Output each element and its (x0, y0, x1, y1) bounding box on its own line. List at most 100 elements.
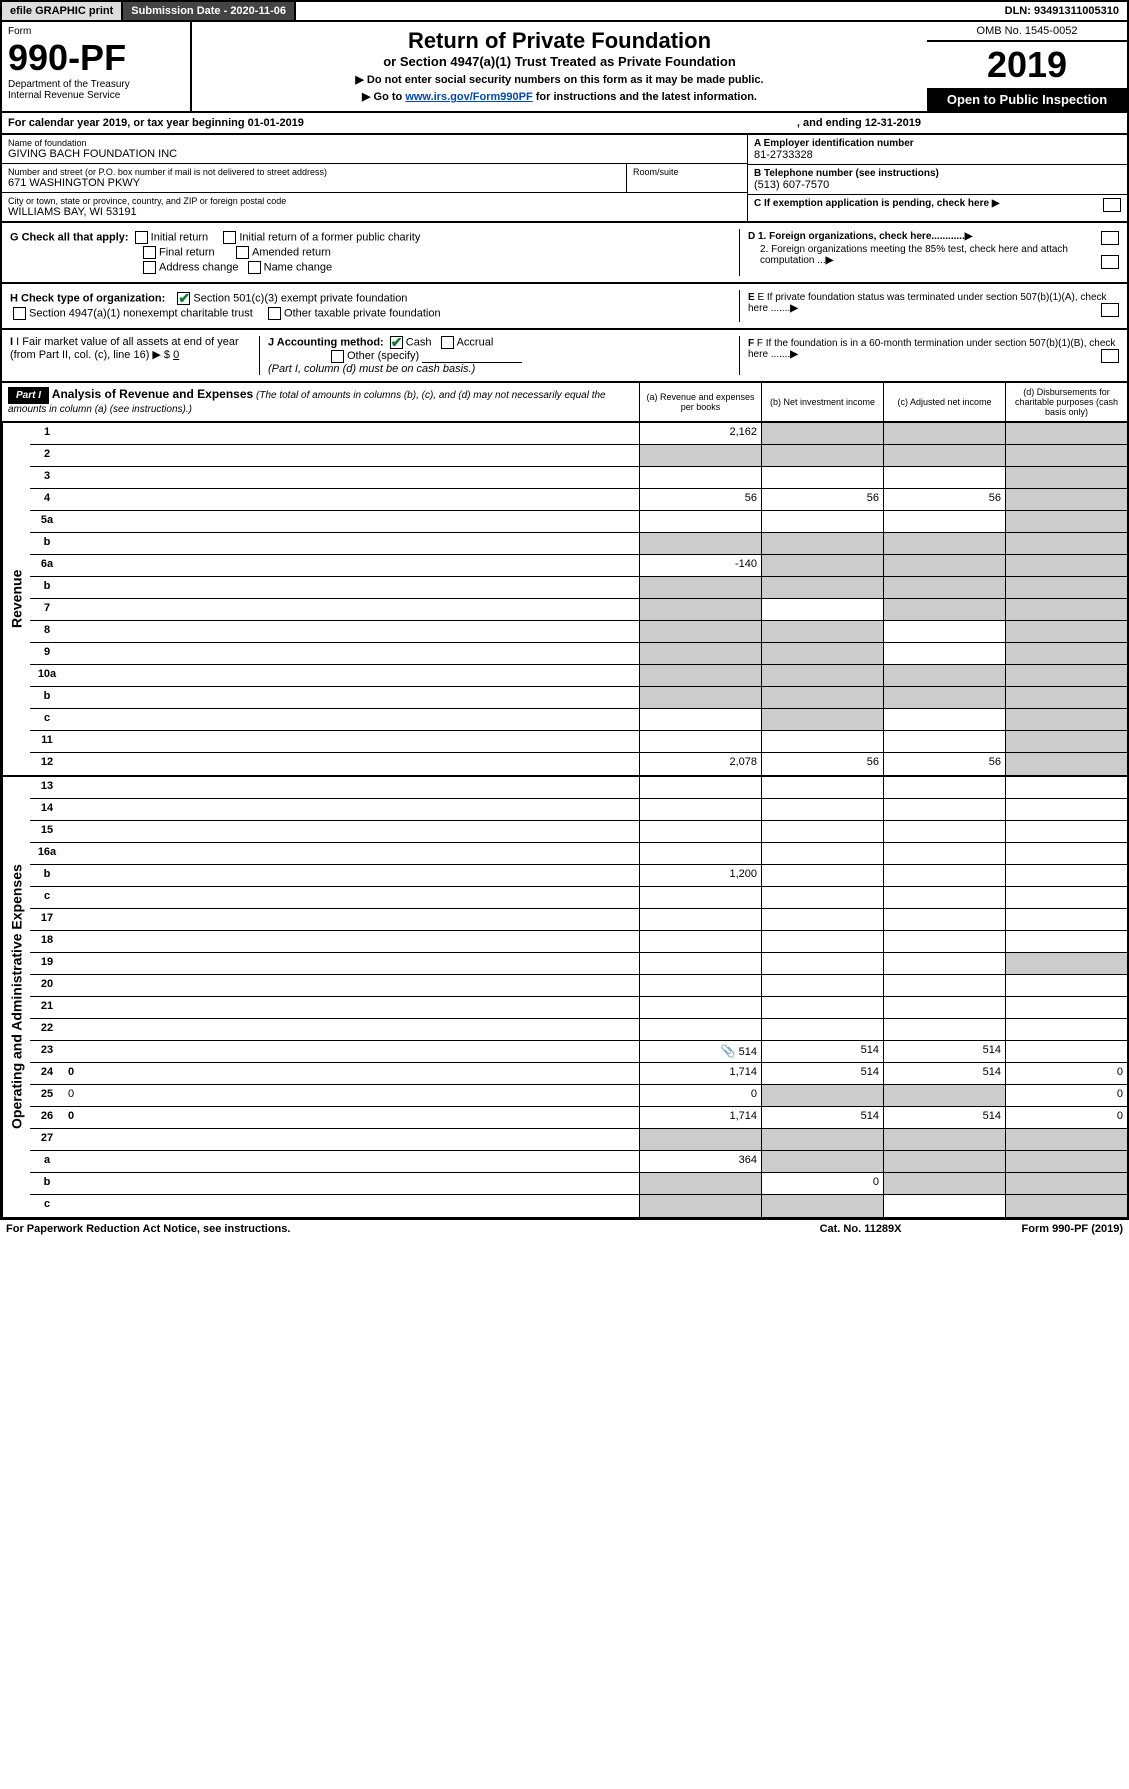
60month-cb[interactable] (1101, 349, 1119, 363)
cell-a (639, 953, 761, 974)
line-description (64, 423, 639, 444)
header-note2: ▶ Go to www.irs.gov/Form990PF for instru… (202, 90, 917, 103)
table-row: 2601,7145145140 (30, 1107, 1127, 1129)
name-change-cb[interactable] (248, 261, 261, 274)
cell-d (1005, 953, 1127, 974)
form-label: Form (8, 26, 184, 37)
cell-b (761, 643, 883, 664)
line-number: b (30, 687, 64, 708)
cell-a (639, 799, 761, 820)
cash-cb[interactable] (390, 336, 403, 349)
501c3-cb[interactable] (177, 292, 190, 305)
line-number: 5a (30, 511, 64, 532)
cell-c (883, 997, 1005, 1018)
line-number: c (30, 887, 64, 908)
cell-c (883, 975, 1005, 996)
line-number: c (30, 1195, 64, 1217)
cell-c (883, 931, 1005, 952)
cell-a: 2,162 (639, 423, 761, 444)
other-taxable-cb[interactable] (268, 307, 281, 320)
entity-info: Name of foundation GIVING BACH FOUNDATIO… (0, 135, 1129, 223)
line-number: 2 (30, 445, 64, 466)
cell-c (883, 799, 1005, 820)
irs-link[interactable]: www.irs.gov/Form990PF (405, 91, 532, 103)
table-row: 122,0785656 (30, 753, 1127, 775)
cell-b: 514 (761, 1063, 883, 1084)
cell-d (1005, 1129, 1127, 1150)
line-description (64, 489, 639, 510)
line-number: 14 (30, 799, 64, 820)
line-description (64, 1019, 639, 1040)
line-number: b (30, 533, 64, 554)
cell-c (883, 821, 1005, 842)
paperwork-notice: For Paperwork Reduction Act Notice, see … (6, 1223, 290, 1235)
cell-b (761, 621, 883, 642)
check-section-ij: I I Fair market value of all assets at e… (0, 330, 1129, 383)
cell-d (1005, 843, 1127, 864)
cell-c (883, 1129, 1005, 1150)
address-change-cb[interactable] (143, 261, 156, 274)
cell-c: 56 (883, 753, 1005, 775)
form-number: 990-PF (8, 37, 184, 79)
other-method-cb[interactable] (331, 350, 344, 363)
cell-a (639, 997, 761, 1018)
initial-former-cb[interactable] (223, 231, 236, 244)
attachment-icon[interactable]: 📎 (721, 1044, 736, 1058)
cell-a (639, 511, 761, 532)
line-number: 8 (30, 621, 64, 642)
initial-return-cb[interactable] (135, 231, 148, 244)
cell-d (1005, 1151, 1127, 1172)
catalog-number: Cat. No. 11289X (820, 1223, 902, 1235)
cell-c: 514 (883, 1041, 1005, 1062)
cell-d (1005, 753, 1127, 775)
line-number: 26 (30, 1107, 64, 1128)
exemption-pending-label: C If exemption application is pending, c… (754, 198, 989, 209)
table-row: 8 (30, 621, 1127, 643)
col-a-header: (a) Revenue and expenses per books (639, 383, 761, 421)
line-description (64, 887, 639, 908)
cell-d (1005, 643, 1127, 664)
efile-print-button[interactable]: efile GRAPHIC print (2, 2, 123, 20)
line-number: 16a (30, 843, 64, 864)
line-number: 12 (30, 753, 64, 775)
cell-c (883, 709, 1005, 730)
cell-c (883, 1019, 1005, 1040)
cell-d: 0 (1005, 1063, 1127, 1084)
final-return-cb[interactable] (143, 246, 156, 259)
cell-b (761, 821, 883, 842)
calendar-year-row: For calendar year 2019, or tax year begi… (0, 113, 1129, 135)
name-label: Name of foundation (8, 138, 741, 148)
cell-c (883, 1173, 1005, 1194)
col-d-header: (d) Disbursements for charitable purpose… (1005, 383, 1127, 421)
cell-a (639, 1019, 761, 1040)
line-description (64, 1041, 639, 1062)
cell-c (883, 511, 1005, 532)
line-description (64, 1129, 639, 1150)
status-terminated-cb[interactable] (1101, 303, 1119, 317)
ein: 81-2733328 (754, 149, 1121, 161)
cell-d (1005, 467, 1127, 488)
cell-b (761, 599, 883, 620)
cell-b (761, 1085, 883, 1106)
foreign-85-cb[interactable] (1101, 255, 1119, 269)
cell-b (761, 843, 883, 864)
table-row: c (30, 887, 1127, 909)
cell-a: -140 (639, 555, 761, 576)
foreign-org-cb[interactable] (1101, 231, 1119, 245)
room-suite-label: Room/suite (627, 164, 747, 192)
table-row: 21 (30, 997, 1127, 1019)
cell-a (639, 665, 761, 686)
amended-return-cb[interactable] (236, 246, 249, 259)
line-number: 18 (30, 931, 64, 952)
4947-cb[interactable] (13, 307, 26, 320)
cell-d (1005, 1195, 1127, 1217)
table-row: 22 (30, 1019, 1127, 1041)
cell-d (1005, 1173, 1127, 1194)
table-row: a364 (30, 1151, 1127, 1173)
cell-d (1005, 665, 1127, 686)
cell-a: 1,714 (639, 1107, 761, 1128)
cell-b (761, 865, 883, 886)
line-number: b (30, 577, 64, 598)
accrual-cb[interactable] (441, 336, 454, 349)
exemption-checkbox[interactable] (1103, 198, 1121, 212)
